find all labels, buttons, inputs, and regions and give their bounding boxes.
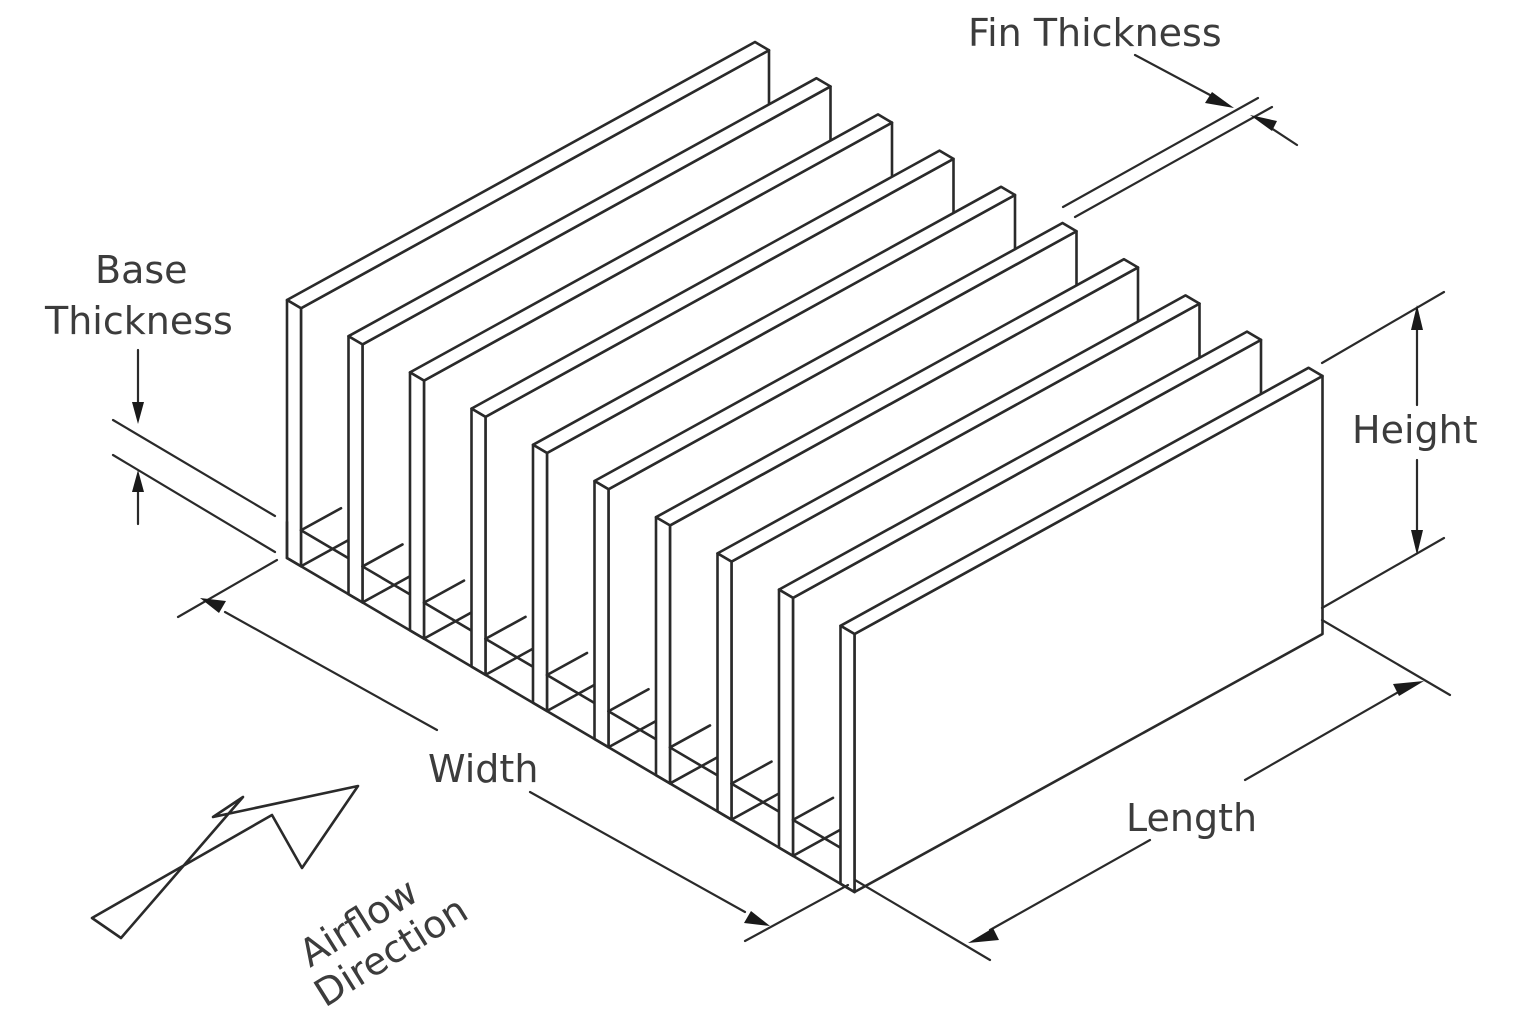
base-floor-back-edge — [607, 687, 650, 713]
length-dimension — [853, 618, 1452, 962]
fin-front-face — [716, 552, 733, 821]
base-floor-edge — [607, 709, 658, 741]
base-floor-back-edge — [361, 543, 404, 568]
airflow-arrow-icon — [90, 784, 360, 940]
fin-thickness-dimension — [1061, 53, 1299, 219]
base-floor-back-edge — [484, 615, 527, 641]
heatsink-body — [285, 40, 1324, 894]
base-thickness-dimension — [111, 348, 277, 554]
fin-front-face — [470, 407, 487, 677]
fin-front-face — [654, 515, 672, 785]
base-floor-edge — [545, 673, 596, 705]
base-floor-back-edge — [668, 724, 712, 749]
length-label: Length — [1126, 796, 1257, 840]
base-floor-back-edge — [422, 579, 466, 604]
base-floor-edge — [484, 637, 535, 669]
width-label: Width — [428, 747, 538, 791]
fin-front-face — [531, 443, 549, 713]
fin-front-face — [777, 588, 795, 858]
base-bottom-front-edge — [285, 556, 856, 894]
base-floor-back-edge — [730, 760, 773, 785]
fin-front-face — [408, 371, 426, 640]
base-thickness-label-line2: Thickness — [44, 299, 233, 343]
base-floor-back-edge — [545, 651, 589, 677]
fin-front-face — [839, 624, 856, 894]
base-floor-edge — [791, 818, 842, 850]
height-label: Height — [1352, 408, 1478, 452]
base-floor-back-edge — [299, 506, 343, 532]
base-floor-edge — [668, 746, 719, 777]
base-floor-back-edge — [791, 796, 835, 822]
base-floor-edge — [730, 782, 781, 813]
width-dimension — [176, 558, 850, 943]
height-dimension — [1320, 290, 1446, 610]
base-floor-edge — [299, 528, 350, 560]
fin-front-face — [347, 334, 364, 604]
fin-front-face — [285, 298, 303, 568]
base-floor-edge — [361, 565, 412, 596]
fin-front-face — [593, 479, 610, 749]
base-floor-edge — [422, 601, 473, 632]
base-thickness-label-line1: Base — [95, 248, 188, 292]
fin-thickness-label: Fin Thickness — [968, 11, 1222, 55]
